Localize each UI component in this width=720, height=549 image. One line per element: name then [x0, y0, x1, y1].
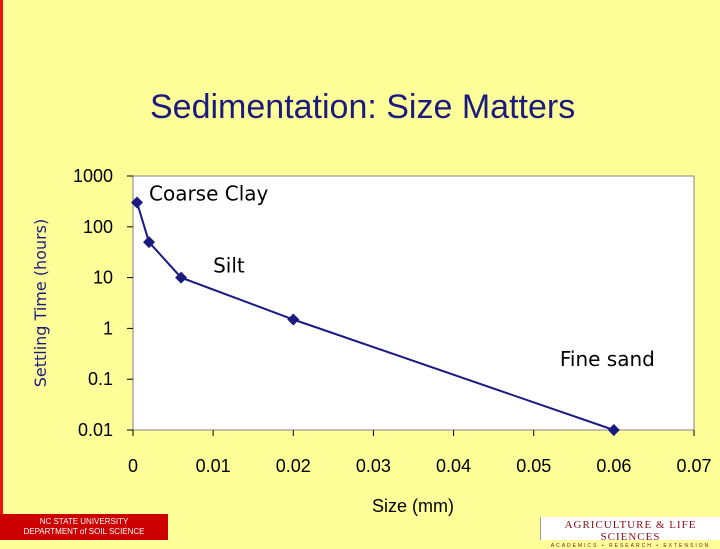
college-logo-subtext: ACADEMICS • RESEARCH • EXTENSION [550, 543, 711, 549]
x-tick-label: 0.02 [276, 456, 311, 476]
slide-frame-border [0, 0, 3, 540]
y-tick-label: 10 [93, 268, 113, 288]
footer-university-name: NC STATE UNIVERSITY [39, 517, 129, 526]
footer-college-logo: AGRICULTURE & LIFE SCIENCES ACADEMICS • … [540, 517, 720, 549]
data-point-marker [607, 424, 620, 436]
series-layer [131, 196, 620, 436]
annotation-label: Silt [213, 254, 245, 278]
slide-title: Sedimentation: Size Matters [150, 88, 576, 126]
x-tick-label: 0 [128, 456, 138, 476]
plot-area [132, 175, 695, 431]
data-point-marker [287, 313, 300, 326]
y-tick-label: 1000 [73, 166, 113, 186]
plot-background [132, 175, 695, 431]
label-layer: Coarse Clay Silt Fine sand [149, 182, 655, 371]
x-tick-label: 0.03 [356, 456, 391, 476]
x-tick-label: 0.01 [196, 456, 231, 476]
data-point-marker [175, 271, 188, 284]
college-logo-text: AGRICULTURE & LIFE SCIENCES [564, 519, 697, 543]
x-tick-label: 0.06 [596, 456, 631, 476]
x-tick-label: 0.04 [436, 456, 471, 476]
axes: 0 0.01 0.02 0.03 0.04 0.05 0.06 0.07 0.01 0.1 1 10 1… [73, 166, 712, 476]
x-tick-label: 0.07 [676, 456, 711, 476]
y-tick-label: 1 [103, 318, 113, 338]
y-tick-label: 100 [83, 217, 113, 237]
footer-department-name: DEPARTMENT of SOIL SCIENCE [23, 527, 145, 536]
y-axis-label: Settling Time (hours) [31, 219, 50, 388]
y-tick-label: 0.1 [88, 369, 113, 389]
footer-university-badge: NC STATE UNIVERSITY DEPARTMENT of SOIL S… [0, 514, 168, 540]
annotation-label: Coarse Clay [149, 182, 269, 206]
annotation-label: Fine sand [560, 347, 655, 371]
y-tick-label: 0.01 [78, 420, 113, 440]
x-axis-label: Size (mm) [372, 496, 454, 516]
x-tick-label: 0.05 [516, 456, 551, 476]
data-point-marker [131, 196, 144, 209]
data-point-marker [143, 236, 156, 249]
